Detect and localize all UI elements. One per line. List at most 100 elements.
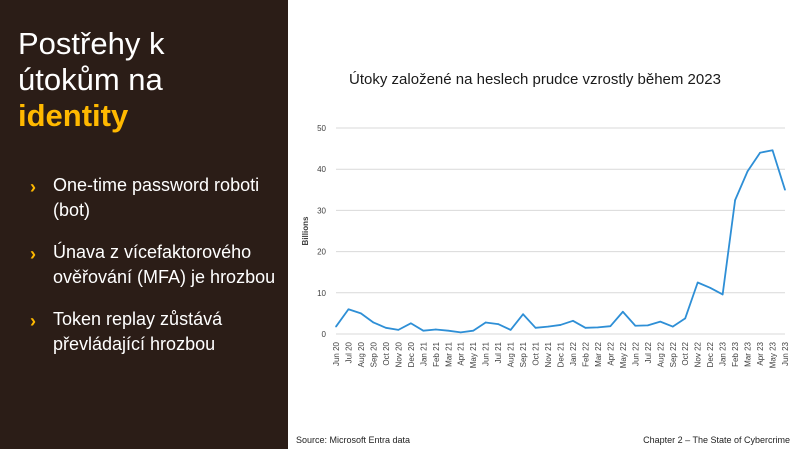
x-tick-label: May 21 bbox=[469, 341, 478, 368]
bullet-text: Únava z vícefaktorového ověřování (MFA) … bbox=[53, 242, 276, 287]
data-point bbox=[509, 329, 512, 331]
x-tick-label: Aug 20 bbox=[357, 341, 366, 367]
data-point bbox=[721, 293, 724, 296]
data-point bbox=[534, 327, 537, 329]
slide-title-line1: Postřehy k bbox=[18, 26, 165, 61]
x-tick-label: Oct 21 bbox=[532, 341, 541, 365]
data-point bbox=[659, 320, 662, 323]
x-tick-label: Mar 22 bbox=[594, 341, 603, 366]
x-tick-label: Nov 22 bbox=[694, 341, 703, 367]
data-point bbox=[472, 329, 474, 332]
x-tick-label: Apr 23 bbox=[756, 341, 765, 365]
y-tick-label: 30 bbox=[317, 206, 326, 215]
data-point bbox=[584, 327, 587, 329]
y-tick-label: 0 bbox=[322, 330, 327, 339]
x-tick-label: Feb 21 bbox=[432, 341, 441, 366]
chart-title: Útoky založené na heslech prudce vzrostl… bbox=[349, 71, 721, 88]
x-tick-label: Nov 21 bbox=[544, 341, 553, 367]
bullet-item: › Únava z vícefaktorového ověřování (MFA… bbox=[30, 240, 280, 290]
data-point bbox=[422, 329, 425, 332]
footer-source: Source: Microsoft Entra data bbox=[296, 435, 411, 445]
data-point bbox=[671, 325, 674, 328]
chevron-right-icon: › bbox=[30, 311, 36, 331]
slide-title: Postřehy k útokům na identity bbox=[18, 26, 280, 134]
y-tick-label: 40 bbox=[317, 165, 326, 174]
data-point bbox=[634, 324, 637, 327]
data-point bbox=[597, 326, 599, 329]
x-tick-label: Aug 21 bbox=[507, 341, 516, 367]
x-tick-label: Jun 23 bbox=[781, 341, 790, 366]
x-tick-label: Dec 20 bbox=[407, 341, 416, 367]
data-point bbox=[559, 324, 562, 326]
data-point bbox=[410, 322, 412, 325]
x-tick-label: Jun 22 bbox=[631, 341, 640, 366]
data-point bbox=[784, 189, 786, 191]
data-point bbox=[622, 310, 624, 313]
x-tick-label: Jul 22 bbox=[644, 341, 653, 363]
x-tick-label: Jun 20 bbox=[332, 341, 341, 366]
x-tick-label: Jan 21 bbox=[419, 341, 428, 366]
y-axis-label: Billions bbox=[301, 216, 310, 245]
data-point bbox=[547, 325, 549, 328]
data-point bbox=[372, 321, 375, 324]
x-tick-label: Mar 23 bbox=[744, 341, 753, 366]
data-point bbox=[609, 325, 612, 327]
x-tick-label: Jan 22 bbox=[569, 341, 578, 366]
x-tick-label: Jul 21 bbox=[494, 341, 503, 363]
bullet-text: Token replay zůstává převládající hrozbo… bbox=[53, 309, 223, 354]
footer-chapter: Chapter 2 – The State of Cybercrime bbox=[643, 435, 790, 445]
slide-title-line2: útokům na bbox=[18, 62, 163, 97]
data-point bbox=[360, 312, 362, 315]
x-tick-label: Oct 20 bbox=[382, 341, 391, 365]
data-point bbox=[347, 308, 350, 311]
x-tick-label: Oct 22 bbox=[681, 341, 690, 365]
bullet-list: › One-time password roboti (bot) › Únava… bbox=[30, 173, 280, 374]
y-tick-label: 20 bbox=[317, 248, 326, 257]
x-tick-label: Sep 21 bbox=[519, 341, 528, 367]
slide-title-accent: identity bbox=[18, 98, 129, 133]
data-point bbox=[434, 328, 437, 331]
x-tick-label: Apr 22 bbox=[606, 341, 615, 365]
x-tick-label: Jan 23 bbox=[719, 341, 728, 366]
y-tick-label: 50 bbox=[317, 124, 326, 133]
data-point bbox=[709, 287, 711, 289]
data-point bbox=[459, 331, 462, 334]
data-point bbox=[447, 329, 450, 332]
data-point bbox=[647, 324, 649, 327]
x-tick-label: Aug 22 bbox=[656, 341, 665, 367]
data-point bbox=[385, 327, 387, 329]
x-tick-label: Feb 22 bbox=[581, 341, 590, 366]
data-point bbox=[759, 151, 761, 154]
x-tick-label: Nov 20 bbox=[394, 341, 403, 367]
x-tick-label: Jun 21 bbox=[482, 341, 491, 366]
x-tick-label: Sep 20 bbox=[369, 341, 378, 367]
x-tick-label: Jul 20 bbox=[344, 341, 353, 363]
x-tick-label: Dec 22 bbox=[706, 341, 715, 367]
x-tick-label: May 22 bbox=[619, 341, 628, 368]
bullet-item: › Token replay zůstává převládající hroz… bbox=[30, 307, 280, 357]
x-tick-label: Dec 21 bbox=[557, 341, 566, 367]
data-point bbox=[497, 323, 499, 325]
x-tick-label: Mar 21 bbox=[444, 341, 453, 366]
data-point bbox=[522, 313, 524, 316]
left-panel: Postřehy k útokům na identity › One-time… bbox=[0, 0, 288, 449]
data-point bbox=[335, 325, 337, 328]
data-point bbox=[771, 149, 774, 152]
data-point bbox=[734, 199, 736, 201]
x-tick-label: Apr 21 bbox=[457, 341, 466, 365]
data-point bbox=[746, 170, 749, 173]
chevron-right-icon: › bbox=[30, 244, 36, 264]
chevron-right-icon: › bbox=[30, 177, 36, 197]
data-point bbox=[397, 329, 400, 331]
bullet-text: One-time password roboti (bot) bbox=[53, 175, 260, 220]
bullet-item: › One-time password roboti (bot) bbox=[30, 173, 280, 223]
x-tick-label: Feb 23 bbox=[731, 341, 740, 366]
y-tick-label: 10 bbox=[317, 289, 326, 298]
x-tick-label: May 23 bbox=[769, 341, 778, 368]
x-tick-label: Sep 22 bbox=[669, 341, 678, 367]
data-point bbox=[484, 321, 487, 324]
data-point bbox=[696, 281, 699, 284]
data-point bbox=[572, 320, 574, 322]
data-point bbox=[684, 317, 687, 320]
